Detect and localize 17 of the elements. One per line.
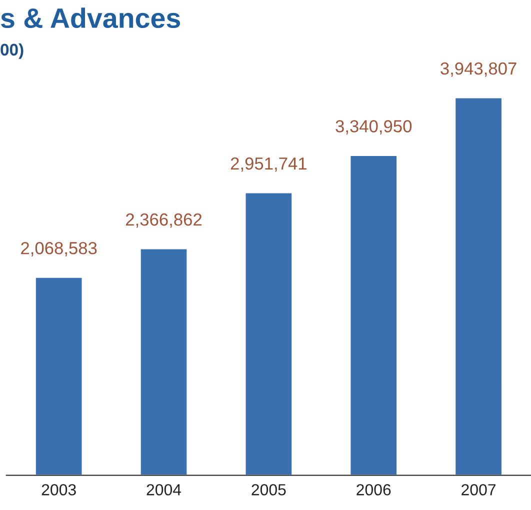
bar (349, 154, 398, 476)
x-tick-label: 2005 (252, 484, 286, 496)
chart-subtitle: 00) (0, 43, 24, 59)
bar (139, 248, 188, 476)
data-label: 2,366,862 (126, 213, 202, 228)
data-label: 3,943,807 (440, 62, 516, 77)
data-label: 2,068,583 (21, 242, 97, 256)
x-tick-label: 2006 (356, 484, 391, 496)
bar (244, 192, 293, 476)
x-tick-label: 2007 (462, 484, 496, 496)
chart-title: s & Advances (0, 8, 180, 28)
x-tick-label: 2003 (42, 484, 76, 496)
bar (34, 276, 84, 476)
x-tick-label: 2004 (146, 484, 182, 496)
data-label: 2,951,741 (230, 157, 306, 172)
bar (454, 96, 503, 476)
data-label: 3,340,950 (336, 120, 412, 134)
